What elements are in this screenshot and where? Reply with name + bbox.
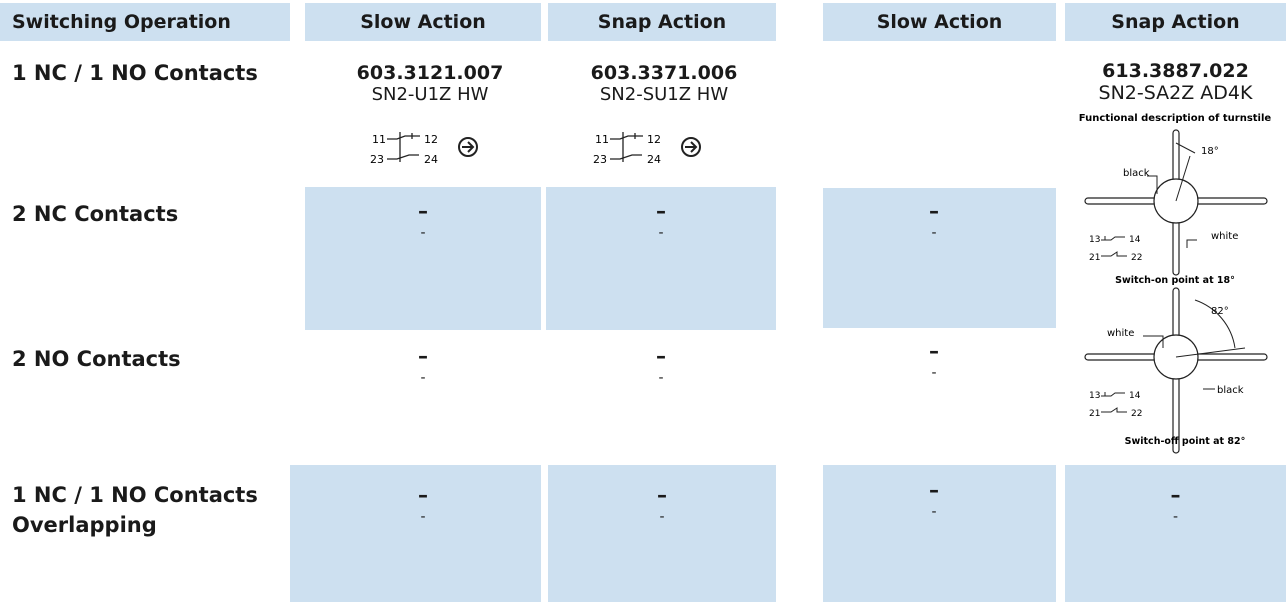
cell-bg — [290, 465, 541, 602]
dash: – — [418, 199, 428, 223]
header-cell: Slow Action — [823, 3, 1056, 41]
product: 613.3887.022 SN2-SA2Z AD4K — [1065, 60, 1286, 104]
label-line: Overlapping — [12, 513, 157, 537]
terminal: 12 — [647, 133, 661, 146]
empty-cell: – - — [823, 340, 1045, 384]
dash: - — [420, 225, 426, 241]
dash: – — [929, 199, 939, 223]
code: 603.3371.006 — [590, 62, 738, 84]
dash: - — [658, 225, 664, 241]
diagram-title: Functional description of turnstile — [1079, 113, 1272, 124]
empty-cell: – - — [546, 345, 776, 389]
cell-bg — [548, 465, 776, 602]
terminal: 24 — [647, 153, 661, 166]
dash: - — [420, 370, 426, 386]
dash: – — [657, 483, 667, 507]
cell-bg — [823, 188, 1056, 328]
handle-label: white — [1211, 231, 1238, 242]
empty-cell: – - — [546, 200, 776, 244]
terminal: 11 — [372, 133, 386, 146]
handle-label: black — [1217, 385, 1244, 396]
contact-symbol: 11 12 23 24 — [593, 132, 701, 166]
product: 603.3121.007 SN2-U1Z HW — [305, 62, 555, 105]
cell-bg — [546, 187, 776, 330]
dash: - — [931, 504, 937, 520]
turnstile-diagram: Functional description of turnstile 18° … — [1079, 113, 1272, 454]
empty-cell: – - — [305, 484, 541, 528]
handle-label: black — [1123, 168, 1150, 179]
empty-cell: – - — [548, 484, 776, 528]
code: 603.3121.007 — [356, 62, 504, 84]
terminal: 11 — [595, 133, 609, 146]
terminal: 21 — [1089, 409, 1100, 419]
dash: – — [1170, 483, 1181, 507]
terminal: 22 — [1131, 409, 1142, 419]
cell-bg — [823, 465, 1056, 602]
header-cell: Switching Operation — [0, 3, 290, 41]
empty-cell: – - — [1065, 484, 1286, 528]
header-cell: Snap Action — [1065, 3, 1286, 41]
dash: – — [656, 199, 666, 223]
product: 603.3371.006 SN2-SU1Z HW — [548, 62, 780, 105]
terminal: 13 — [1089, 235, 1100, 245]
dash: – — [929, 478, 939, 502]
terminal: 23 — [370, 153, 384, 166]
terminal: 22 — [1131, 253, 1142, 263]
code: 613.3887.022 — [1102, 60, 1249, 82]
name: SN2-SA2Z AD4K — [1098, 82, 1253, 104]
dash: - — [931, 365, 937, 381]
terminal: 14 — [1129, 391, 1141, 401]
dash: - — [931, 225, 937, 241]
caption: Switch-on point at 18° — [1115, 275, 1235, 286]
terminal: 24 — [424, 153, 438, 166]
terminal: 12 — [424, 133, 438, 146]
dash: - — [420, 509, 426, 525]
name: SN2-U1Z HW — [371, 84, 489, 105]
caption: Switch-off point at 82° — [1125, 436, 1246, 447]
contact-symbol: 11 12 23 24 — [370, 132, 478, 166]
handle-label: white — [1107, 328, 1134, 339]
row-label: 1 NC / 1 NO Contacts Overlapping — [12, 480, 258, 540]
dash: – — [418, 344, 428, 368]
row-label: 1 NC / 1 NO Contacts — [12, 61, 258, 85]
angle: 18° — [1201, 146, 1219, 157]
empty-cell: – - — [823, 200, 1045, 244]
header-cell: Snap Action — [548, 3, 776, 41]
row-label: 2 NO Contacts — [12, 347, 181, 371]
cell-bg — [305, 187, 541, 330]
dash: – — [418, 483, 428, 507]
terminal: 13 — [1089, 391, 1100, 401]
dash: - — [659, 509, 665, 525]
dash: – — [656, 344, 666, 368]
label-line: 1 NC / 1 NO Contacts — [12, 483, 258, 507]
row-label: 2 NC Contacts — [12, 202, 179, 226]
header-cell: Slow Action — [305, 3, 541, 41]
name: SN2-SU1Z HW — [599, 84, 729, 105]
empty-cell: – - — [823, 479, 1045, 523]
dash: - — [658, 370, 664, 386]
empty-cell: – - — [305, 345, 541, 389]
terminal: 23 — [593, 153, 607, 166]
cell-bg — [1065, 465, 1286, 602]
dash: - — [1172, 509, 1179, 525]
dash: – — [929, 339, 939, 363]
angle: 82° — [1211, 306, 1229, 317]
empty-cell: – - — [305, 200, 541, 244]
terminal: 14 — [1129, 235, 1141, 245]
terminal: 21 — [1089, 253, 1100, 263]
